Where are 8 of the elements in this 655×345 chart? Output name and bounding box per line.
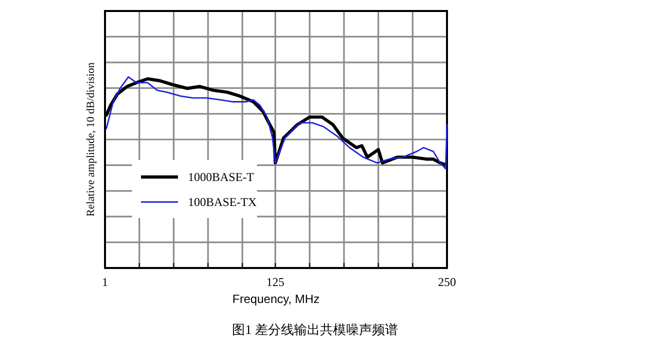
legend-label: 100BASE-TX: [188, 195, 257, 209]
y-axis-title: Relative amplitude, 10 dB/division: [85, 62, 97, 216]
x-axis-title: Frequency, MHz: [232, 292, 320, 306]
x-tick-label: 250: [438, 275, 456, 289]
legend-label: 1000BASE-T: [188, 170, 255, 184]
x-tick-label: 125: [266, 275, 284, 289]
x-tick-label: 1: [102, 275, 108, 289]
caption: 图1 差分线输出共模噪声频谱: [232, 322, 398, 337]
